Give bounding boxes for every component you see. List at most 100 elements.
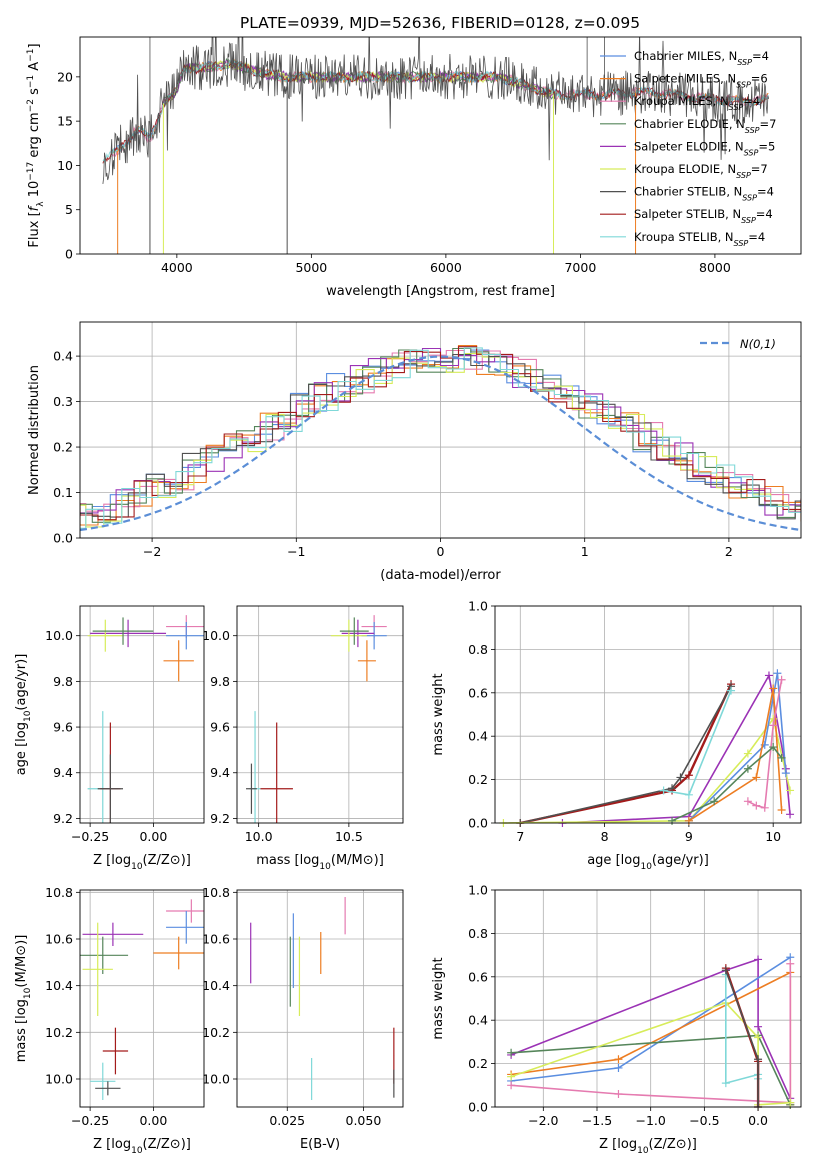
weight-marker [614,1089,623,1098]
weight-marker [684,790,693,799]
y-tick-label: 9.6 [53,720,73,735]
mass-vs-Z-axes: −0.25 0.00 10.0 10.2 10.4 10.6 10.8 [45,885,204,1128]
x-tick-label: −0.25 [71,829,109,844]
y-tick-label: 0.2 [468,1056,488,1071]
weight-marker [769,743,778,752]
weight-series [511,963,792,1104]
x-tick-label: 6000 [430,260,462,275]
y-tick-label: 0.0 [468,816,488,831]
x-axis-label: age [log10(age/yr)] [587,853,709,872]
histogram-series [80,347,801,523]
legend-label: Chabrier MILES, NSSP=4 [634,49,769,67]
weight-marker [754,1022,763,1031]
weight-marker [507,1072,516,1081]
x-tick-label: 1 [581,544,589,559]
y-tick-label: 0.4 [53,349,73,364]
weight-series [688,673,787,822]
errorbar-point [87,619,124,652]
axes-frame [79,321,802,539]
y-tick-label: 1.0 [468,883,488,898]
y-tick-label: 10.0 [202,628,230,643]
weight-marker [777,805,786,814]
x-tick-label: 7 [516,829,524,844]
x-tick-label: 10.5 [335,829,363,844]
weight-marker [727,686,736,695]
x-tick-label: −1 [287,544,305,559]
weight-marker [614,1055,623,1064]
weight-vs-Z-axes: −2.0 −1.5 −1.0 −0.5 0.0 0.0 0.2 0.4 0.6 0.8 1.0 [468,883,801,1128]
x-tick-label: 0 [437,544,445,559]
errorbar-point [311,1058,313,1100]
weight-marker [676,773,685,782]
weight-marker [769,721,778,730]
errorbar-point [166,899,204,923]
spectrum-legend: Chabrier MILES, NSSP=4 Salpeter MILES, NS… [600,49,776,247]
errorbar-point [80,936,129,974]
errorbar-point [95,1081,121,1096]
y-axis-label: Normed distribution [27,365,42,495]
y-tick-label: 10.0 [202,1072,230,1087]
residuals-axes: −2 −1 0 1 2 0.0 0.1 0.2 0.3 0.4 [53,322,801,559]
errorbar-point [357,640,376,682]
axes-frame [79,605,205,824]
y-tick-label: 10 [57,158,73,173]
y-tick-label: 0.0 [53,531,73,546]
legend-label: Kroupa MILES, NSSP=4 [634,94,760,112]
legend-label: Salpeter MILES, NSSP=6 [634,72,768,90]
weight-series [688,688,783,822]
y-tick-label: 0.4 [468,1013,488,1028]
weight-marker [754,1055,763,1064]
weight-series [503,716,791,824]
x-tick-label: 8 [601,829,609,844]
axes-frame [79,889,205,1108]
y-tick-label: 20 [57,69,73,84]
errorbar-point [393,1069,395,1098]
y-tick-label: 0.0 [468,1100,488,1115]
weight-marker [786,959,795,968]
x-tick-label: −1.5 [582,1113,612,1128]
y-tick-label: 0.2 [468,772,488,787]
y-tick-label: 9.8 [210,674,230,689]
x-tick-label: 0.025 [269,1113,305,1128]
x-axis-label: mass [log10(M/M⊙)] [256,853,384,872]
y-tick-label: 10.6 [202,932,230,947]
x-tick-label: 0.050 [346,1113,382,1128]
x-tick-label: −2.0 [528,1113,558,1128]
weight-marker [668,784,677,793]
weight-marker [786,786,795,795]
legend-label: Chabrier ELODIE, NSSP=7 [634,117,776,135]
y-tick-label: 0.6 [468,969,488,984]
age-vs-mass-axes: 10.0 10.5 9.2 9.4 9.6 9.8 10.0 [202,606,403,844]
weight-marker [752,801,761,810]
errorbar-point [97,754,124,823]
y-tick-label: 10.0 [45,1072,73,1087]
errorbar-point [163,640,194,682]
spectrum-series [102,37,770,184]
weight-marker [754,1033,763,1042]
x-tick-label: 9 [685,829,693,844]
x-tick-label: −1.0 [636,1113,666,1128]
legend-label: Chabrier STELIB, NSSP=4 [634,185,774,203]
y-axis-label: Flux [fλ 10−17 erg cm−2 s−1 A−1] [26,43,46,247]
weight-marker [786,1098,795,1107]
legend-label: Salpeter STELIB, NSSP=4 [634,207,773,225]
weight-marker [769,684,778,693]
axes-frame [494,889,802,1108]
histogram-series [80,347,801,517]
errorbar-point [260,722,293,823]
x-axis-label: wavelength [Angstrom, rest frame] [326,284,555,299]
errorbar-point [102,1027,129,1075]
y-tick-label: 0.2 [53,440,73,455]
legend-label: Kroupa ELODIE, NSSP=7 [634,162,768,180]
errorbar-point [82,922,113,1016]
y-tick-label: 9.2 [210,811,230,826]
y-tick-label: 5 [65,202,73,217]
y-tick-label: 0.8 [468,642,488,657]
weight-vs-age-axes: 7 8 9 10 0.0 0.2 0.4 0.6 0.8 1.0 [468,599,801,844]
weight-marker [721,966,730,975]
weight-marker [760,803,769,812]
errorbar-point [92,617,154,645]
figure-title: PLATE=0939, MJD=52636, FIBERID=0128, z=0… [240,14,640,32]
weight-marker [684,816,693,825]
